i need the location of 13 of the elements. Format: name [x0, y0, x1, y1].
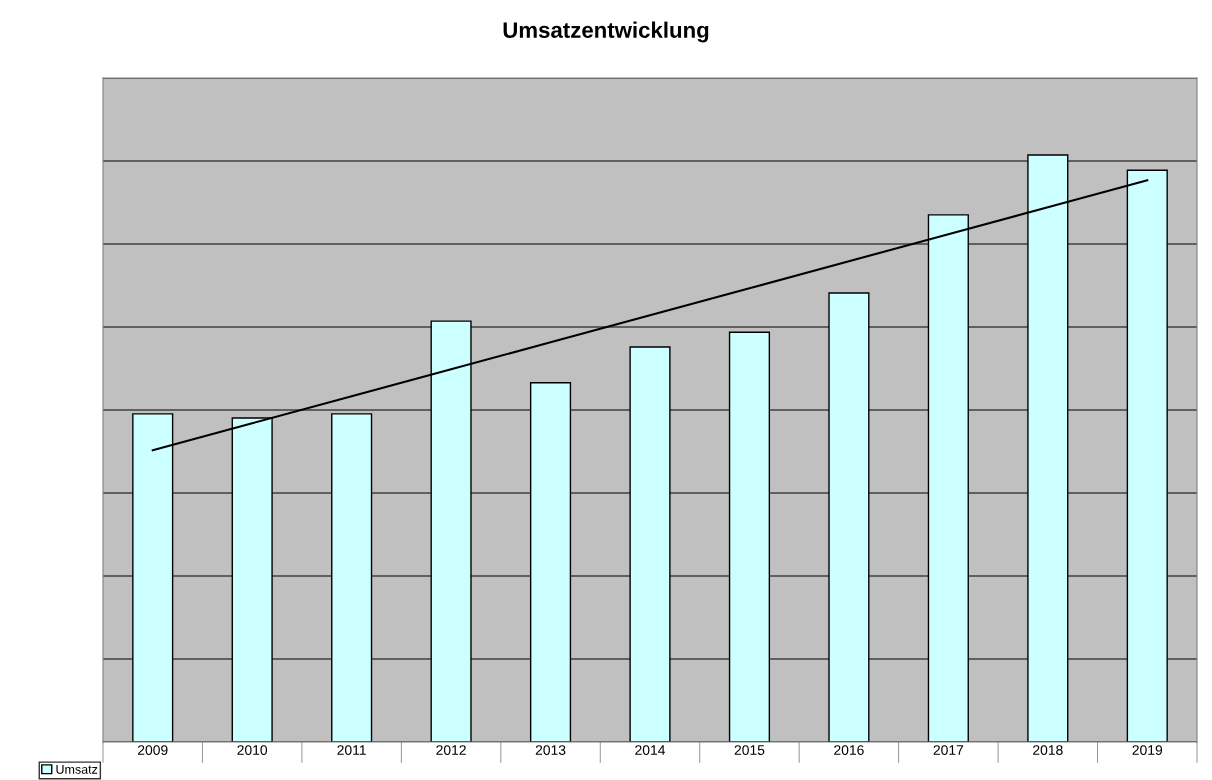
- x-tick-label: 2012: [436, 745, 466, 755]
- x-tick-label: 2013: [535, 745, 566, 755]
- x-tick-label: 2016: [834, 745, 864, 755]
- legend-label: Umsatz: [56, 765, 98, 774]
- x-tick-label: 2017: [933, 745, 964, 755]
- x-tick-label: 2019: [1132, 745, 1163, 755]
- x-tick-label: 2018: [1033, 745, 1063, 755]
- x-tick-label: 2015: [734, 745, 765, 755]
- x-tick-label: 2011: [337, 745, 366, 755]
- x-tick-label: 2010: [237, 745, 268, 755]
- x-tick-label: 2014: [635, 745, 666, 755]
- x-tick-label: 2009: [137, 745, 168, 755]
- chart-title: Umsatzentwicklung: [503, 21, 709, 43]
